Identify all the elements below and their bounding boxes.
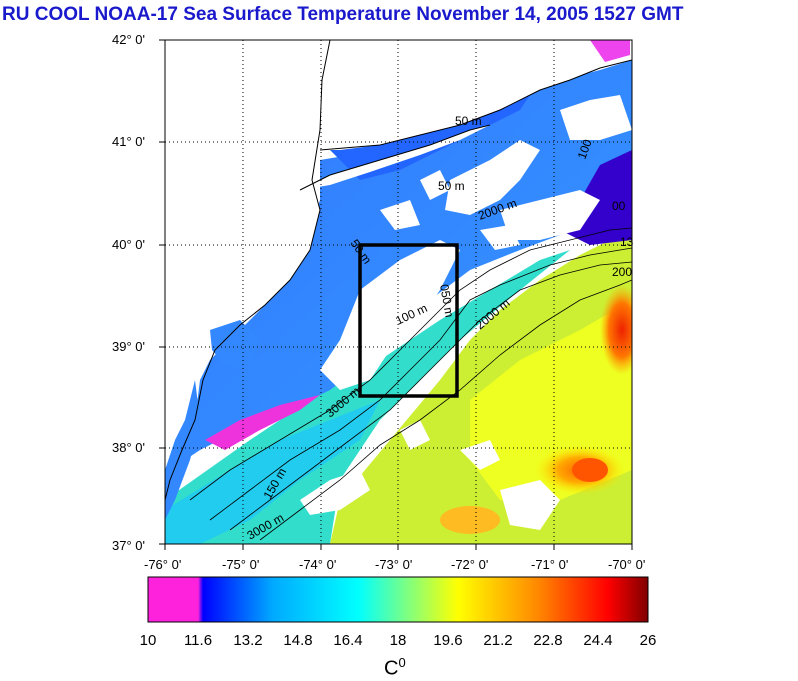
lat-label-38: 38° 0' [112,440,145,455]
warm-core-east [600,285,632,375]
cold-patch-ne [590,40,630,62]
colorbar-label-11-6: 11.6 [183,632,213,649]
lon-label-70: -70° 0' [608,557,646,572]
cloud-mask [300,95,632,530]
shelf-edge-water [165,400,380,544]
lon-label-74: -74° 0' [299,557,337,572]
long-island-land [300,125,490,190]
contour-label-13: 13 [620,235,634,249]
lon-label-72: -72° 0' [451,557,489,572]
contour-label-00: 00 [612,199,626,213]
lon-label-76: -76° 0' [144,557,182,572]
graticule [165,40,632,544]
colorbar-label-10: 10 [139,632,157,649]
long-island-coast [299,124,491,191]
lat-label-37: 37° 0' [112,538,145,553]
colorbar-unit: C0 [384,655,406,681]
lat-label-42: 42° 0' [112,32,145,47]
colorbar-label-14-8: 14.8 [283,632,313,649]
contour-label-50m-a: 50 m [455,114,482,128]
bathymetry-contours [189,227,632,541]
tick-marks [159,39,633,550]
lat-label-40: 40° 0' [112,237,145,252]
contour-label-200: 200 [612,265,632,279]
colorbar-label-22-8: 22.8 [533,632,563,649]
contour-label-050m: 050 m [437,283,457,318]
warm-eddy-core [572,458,608,482]
lat-label-39: 39° 0' [112,339,145,354]
delaware-bay [210,320,260,370]
cold-patch-south [205,395,320,450]
contour-label-50m-b: 50 m [438,179,465,193]
mainland-land [165,40,330,490]
lon-label-71: -71° 0' [531,557,569,572]
colorbar-label-19-6: 19.6 [433,632,463,649]
contour-label-100: 100 [575,137,595,161]
colorbar-label-26: 26 [639,632,657,649]
lat-label-41: 41° 0' [112,134,145,149]
coastline [165,40,331,501]
colorbar-label-21-2: 21.2 [483,632,513,649]
unit-superscript: 0 [398,655,406,670]
colorbar-label-16-4: 16.4 [333,632,363,649]
map-title: RU COOL NOAA-17 Sea Surface Temperature … [2,4,684,25]
warm-patch [440,506,500,534]
colorbar-label-18: 18 [389,632,407,649]
colorbar-label-24-4: 24.4 [583,632,613,649]
lon-label-75: -75° 0' [222,557,260,572]
colorbar-label-13-2: 13.2 [233,632,263,649]
unit-letter: C [384,657,399,680]
colorbar [147,576,649,623]
study-area-box [358,243,459,398]
lon-label-73: -73° 0' [375,557,413,572]
